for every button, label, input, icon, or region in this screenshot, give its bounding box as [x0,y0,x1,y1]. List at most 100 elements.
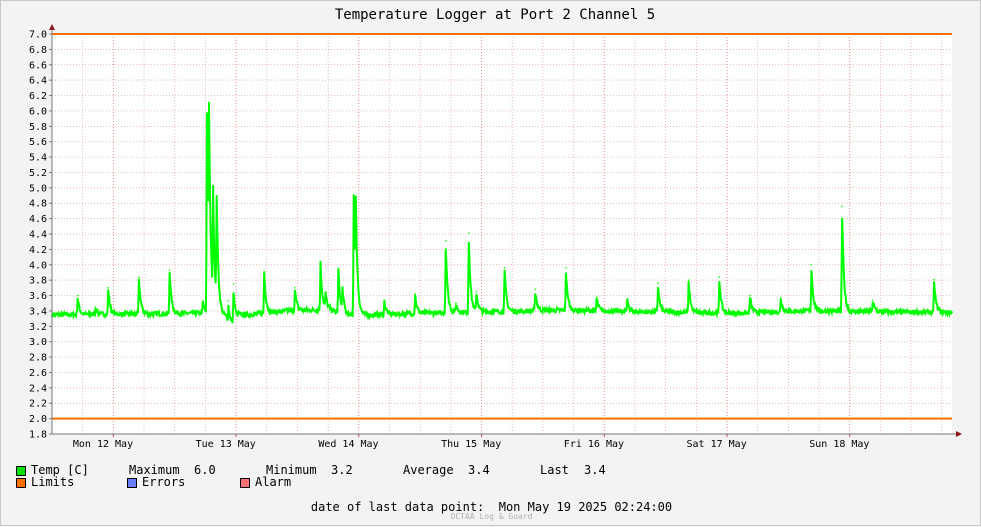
last-data-point-line: date of last data point: Mon May 19 2025… [1,500,981,514]
x-axis-arrow [956,431,962,437]
y-tick-label: 4.2 [29,245,47,256]
y-tick-label: 3.8 [29,276,47,287]
limit-lines [52,33,952,420]
temp-peak-point [687,279,690,281]
temp-peak-point [138,276,140,278]
watermark: OCTAA Log & Guard [450,512,533,521]
last-value: 3.4 [584,463,606,477]
temp-peak-point [444,240,447,242]
average-value: 3.4 [468,463,490,477]
x-tick-label: Sat 17 May [687,439,747,450]
temp-peak-point [341,290,344,293]
y-tick-label: 6.4 [29,76,47,87]
temp-peak-point [383,300,386,302]
temp-peak-point [503,267,506,269]
temp-peak-point [475,290,478,293]
x-tick-label: Thu 15 May [441,439,501,450]
temp-peak-point [208,163,210,166]
y-tick-label: 2.0 [29,414,47,425]
temp-peak-point [263,270,266,273]
temp-peak-point [76,294,79,297]
chart-title: Temperature Logger at Port 2 Channel 5 [335,7,655,23]
y-tick-label: 5.4 [29,153,47,164]
temp-series-line [51,101,953,324]
temp-peak-point [841,205,843,208]
limits-swatch [16,478,26,488]
temp-peak-point [232,283,235,285]
temp-peak-point [337,267,340,270]
tick-labels: 1.8 2.0 2.2 2.4 2.6 2.8 3.0 3.2 3.4 3.6 3.8 4.0 4.2 4… [29,30,870,451]
y-tick-label: 3.4 [29,306,47,317]
y-tick-label: 5.8 [29,122,47,133]
alarm-swatch [240,478,250,488]
x-tick-label: Wed 14 May [318,439,378,450]
errors-swatch [127,478,137,488]
last-data-point-label: date of last data point: [310,500,485,514]
x-tick-label: Fri 16 May [564,439,624,450]
average-label: Average [403,463,454,477]
y-tick-label: 5.6 [29,137,47,148]
y-tick-label: 5.0 [29,183,47,194]
y-tick-label: 4.4 [29,230,47,241]
y-tick-label: 2.6 [29,368,47,379]
x-tick-label: Tue 13 May [196,439,256,450]
temp-peak-point [467,232,470,235]
y-tick-label: 3.2 [29,322,47,333]
y-tick-label: 6.6 [29,60,47,71]
last-label: Last [540,463,569,477]
y-tick-label: 3.0 [29,337,47,348]
temp-peak-point [657,282,659,285]
last-data-point-value: Mon May 19 2025 02:24:00 [498,500,673,514]
temp-peak-point [565,267,567,269]
temp-peak-point [227,300,230,302]
temp-peak-point [810,263,813,266]
temp-peak-point [324,294,327,297]
series-layer [51,101,953,324]
limits-legend-label: Limits [31,475,75,489]
temp-peak-point [595,296,598,298]
temp-peak-point [933,278,935,281]
temp-peak-point [352,193,355,196]
y-tick-label: 1.8 [29,430,47,441]
temp-peak-point [107,287,110,289]
temp-peak-point [168,269,171,271]
y-tick-label: 6.0 [29,106,47,117]
maximum-label: Maximum [129,463,180,477]
grid [51,33,952,435]
maximum-value: 6.0 [194,463,216,477]
temp-peak-point [626,297,629,300]
y-tick-label: 5.2 [29,168,47,179]
y-tick-label: 6.8 [29,45,47,56]
minimum-label: Minimum [266,463,317,477]
temp-peak-point [202,300,204,303]
y-tick-label: 4.6 [29,214,47,225]
y-tick-label: 7.0 [29,30,47,41]
temp-peak-point [215,210,218,212]
y-tick-label: 6.2 [29,91,47,102]
temp-swatch [16,466,26,476]
y-tick-label: 3.6 [29,291,47,302]
temp-peak-point [414,293,416,295]
errors-legend-label: Errors [142,475,186,489]
temp-peak-point [718,276,721,278]
x-tick-label: Mon 12 May [73,439,133,450]
x-tick-label: Sun 18 May [809,439,869,450]
alarm-legend-label: Alarm [255,475,292,489]
temp-legend-label: Temp [C] [31,463,89,477]
temp-peak-point [319,261,322,264]
y-tick-label: 2.8 [29,353,47,364]
y-tick-label: 2.4 [29,383,47,394]
y-tick-label: 4.8 [29,199,47,210]
temp-peak-point [94,306,97,308]
temp-peak-point [534,288,537,291]
y-tick-label: 2.2 [29,399,47,410]
temp-peak-point [749,294,751,297]
temp-peak-point [779,297,782,299]
y-tick-label: 4.0 [29,260,47,271]
temp-peak-point [212,207,214,210]
temp-peak-point [294,287,296,289]
y-axis-arrow [49,24,55,30]
temp-peak-point [455,302,457,305]
